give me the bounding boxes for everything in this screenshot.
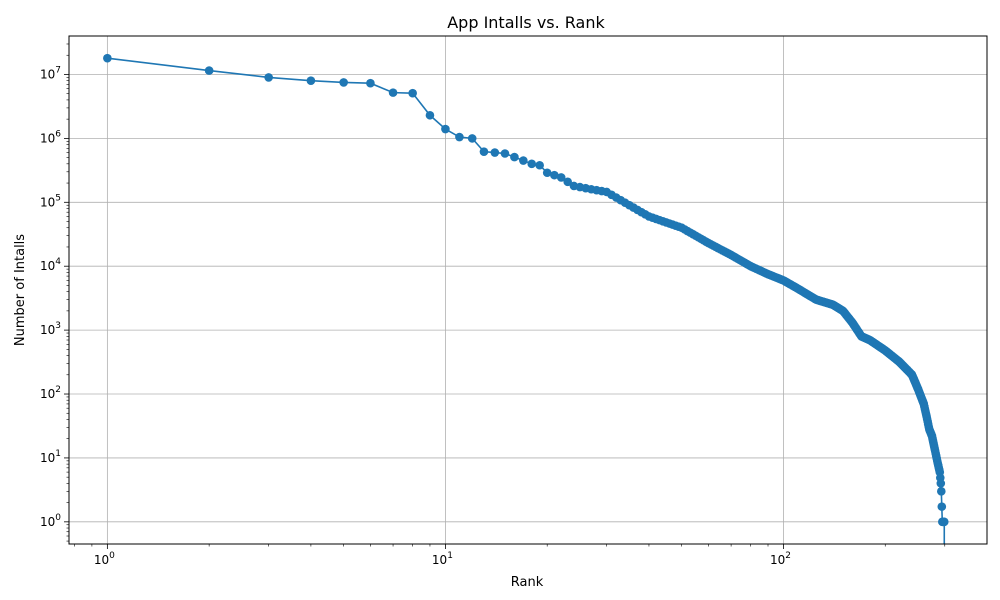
series-installs: [103, 53, 949, 544]
y-tick-label: 102: [40, 385, 61, 401]
y-tick-label: 104: [40, 257, 61, 273]
data-point: [527, 159, 537, 169]
plot-frame: [68, 35, 988, 545]
data-point: [467, 134, 477, 143]
data-point: [204, 66, 214, 75]
data-point: [936, 479, 946, 488]
y-axis: 100 101 102 103 104 105 106 107: [40, 43, 69, 542]
y-tick-label: 106: [40, 129, 61, 145]
data-point: [500, 149, 510, 158]
y-tick-label: 100: [40, 513, 61, 529]
data-point: [490, 148, 500, 157]
data-point: [939, 517, 949, 527]
data-point: [441, 124, 450, 134]
data-point: [306, 76, 316, 85]
y-tick-label: 103: [40, 321, 61, 337]
data-point: [937, 502, 947, 511]
data-point: [542, 168, 552, 178]
data-point: [339, 78, 348, 87]
y-tick-label: 107: [40, 65, 61, 81]
data-point: [264, 73, 273, 82]
data-point: [455, 132, 464, 142]
data-point: [388, 88, 398, 97]
y-axis-label: Number of Intalls: [13, 234, 28, 346]
data-point: [408, 88, 417, 98]
y-tick-label: 101: [40, 449, 61, 465]
grid: [69, 36, 987, 544]
data-point: [425, 110, 435, 120]
data-point: [535, 160, 544, 170]
data-point: [510, 152, 519, 162]
data-point: [563, 177, 572, 187]
y-tick-label: 105: [40, 193, 61, 209]
chart-title: App Intalls vs. Rank: [447, 13, 605, 32]
x-axis-label: Rank: [511, 575, 544, 590]
data-point: [937, 487, 946, 496]
data-point: [479, 147, 489, 156]
data-point: [103, 53, 112, 63]
data-point: [366, 78, 375, 88]
data-point: [550, 170, 559, 180]
data-point: [519, 156, 528, 165]
data-point: [556, 173, 566, 182]
